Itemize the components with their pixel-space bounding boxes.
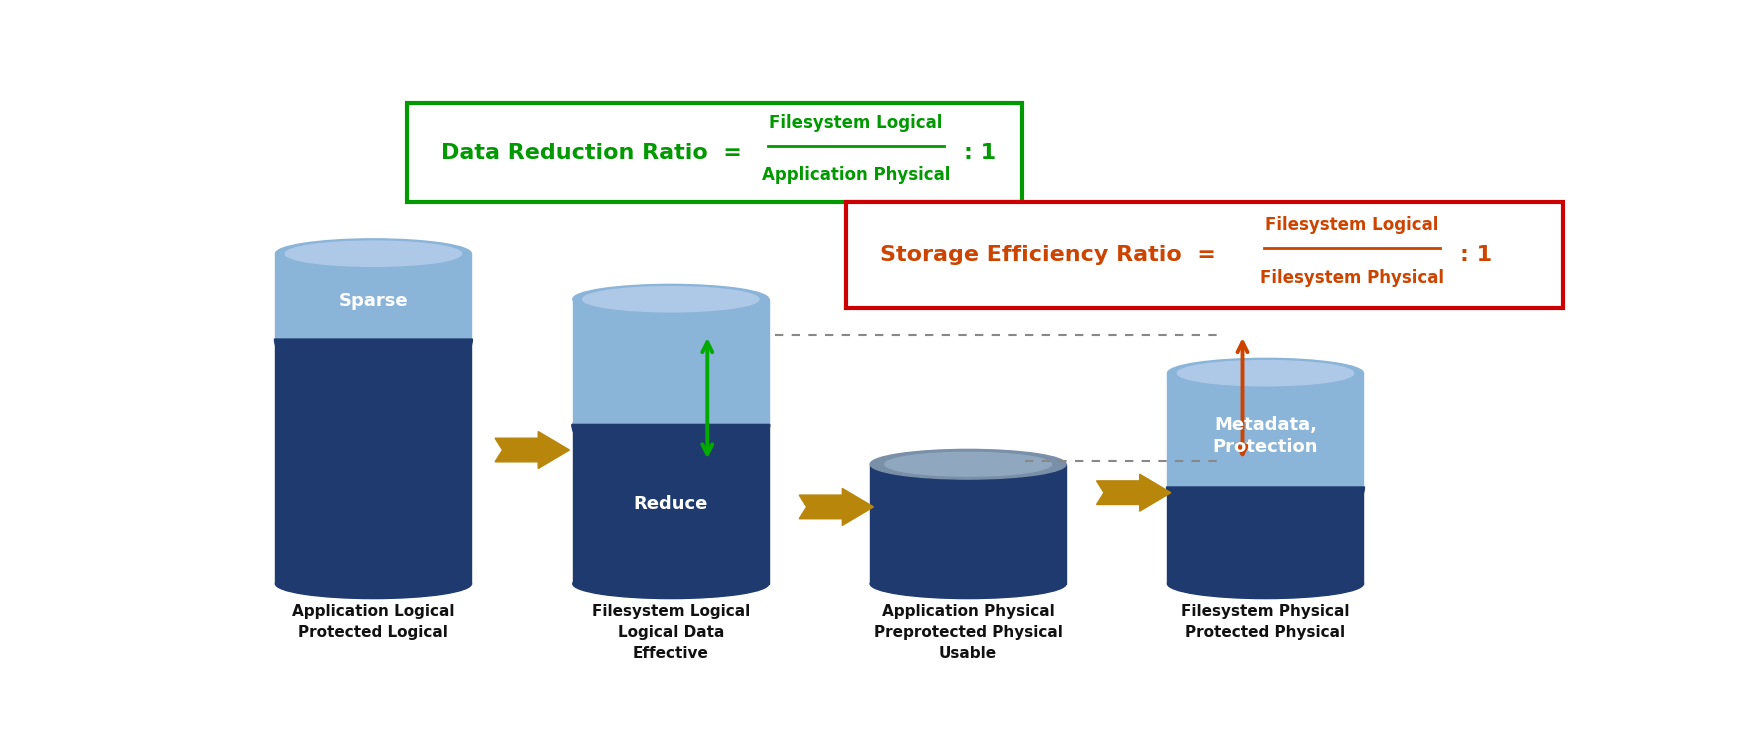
Bar xyxy=(572,299,769,424)
Ellipse shape xyxy=(582,287,759,312)
Ellipse shape xyxy=(286,241,462,266)
Text: Storage Efficiency Ratio  =: Storage Efficiency Ratio = xyxy=(881,245,1224,265)
Text: Filesystem Logical
Logical Data
Effective: Filesystem Logical Logical Data Effectiv… xyxy=(591,604,750,661)
Bar xyxy=(1167,373,1364,487)
Text: : 1: : 1 xyxy=(964,143,996,163)
Ellipse shape xyxy=(572,285,769,314)
Ellipse shape xyxy=(870,449,1066,479)
Ellipse shape xyxy=(276,324,471,354)
Text: Filesystem Logical: Filesystem Logical xyxy=(1266,216,1439,234)
Text: Application Physical: Application Physical xyxy=(762,166,950,185)
Bar xyxy=(870,464,1066,584)
Ellipse shape xyxy=(884,452,1052,476)
FancyBboxPatch shape xyxy=(846,202,1563,307)
Text: Filesystem Physical
Protected Physical: Filesystem Physical Protected Physical xyxy=(1181,604,1350,640)
Text: Filesystem Physical: Filesystem Physical xyxy=(1259,269,1444,287)
Ellipse shape xyxy=(1167,569,1364,599)
Wedge shape xyxy=(572,424,769,466)
Polygon shape xyxy=(495,432,569,469)
Wedge shape xyxy=(274,339,473,381)
Bar xyxy=(572,424,769,584)
Wedge shape xyxy=(1167,487,1364,528)
Text: Metadata,
Protection: Metadata, Protection xyxy=(1212,416,1318,456)
Ellipse shape xyxy=(572,409,769,439)
Text: Application Physical
Preprotected Physical
Usable: Application Physical Preprotected Physic… xyxy=(874,604,1062,661)
Bar xyxy=(276,339,471,584)
Ellipse shape xyxy=(1177,361,1353,386)
Text: Sparse: Sparse xyxy=(338,292,408,310)
Text: Application Logical
Protected Logical: Application Logical Protected Logical xyxy=(293,604,455,640)
Bar xyxy=(276,253,471,339)
FancyBboxPatch shape xyxy=(406,103,1022,202)
Polygon shape xyxy=(1097,474,1170,511)
Text: Reduce: Reduce xyxy=(633,495,708,513)
Ellipse shape xyxy=(870,569,1066,599)
Text: Filesystem Logical: Filesystem Logical xyxy=(769,114,944,132)
Ellipse shape xyxy=(276,569,471,599)
Text: : 1: : 1 xyxy=(1460,245,1493,265)
Ellipse shape xyxy=(276,239,471,268)
Polygon shape xyxy=(799,488,874,525)
Bar xyxy=(1167,487,1364,584)
Ellipse shape xyxy=(1167,358,1364,388)
Text: Data Reduction Ratio  =: Data Reduction Ratio = xyxy=(441,143,750,163)
Ellipse shape xyxy=(572,569,769,599)
Ellipse shape xyxy=(1167,472,1364,502)
